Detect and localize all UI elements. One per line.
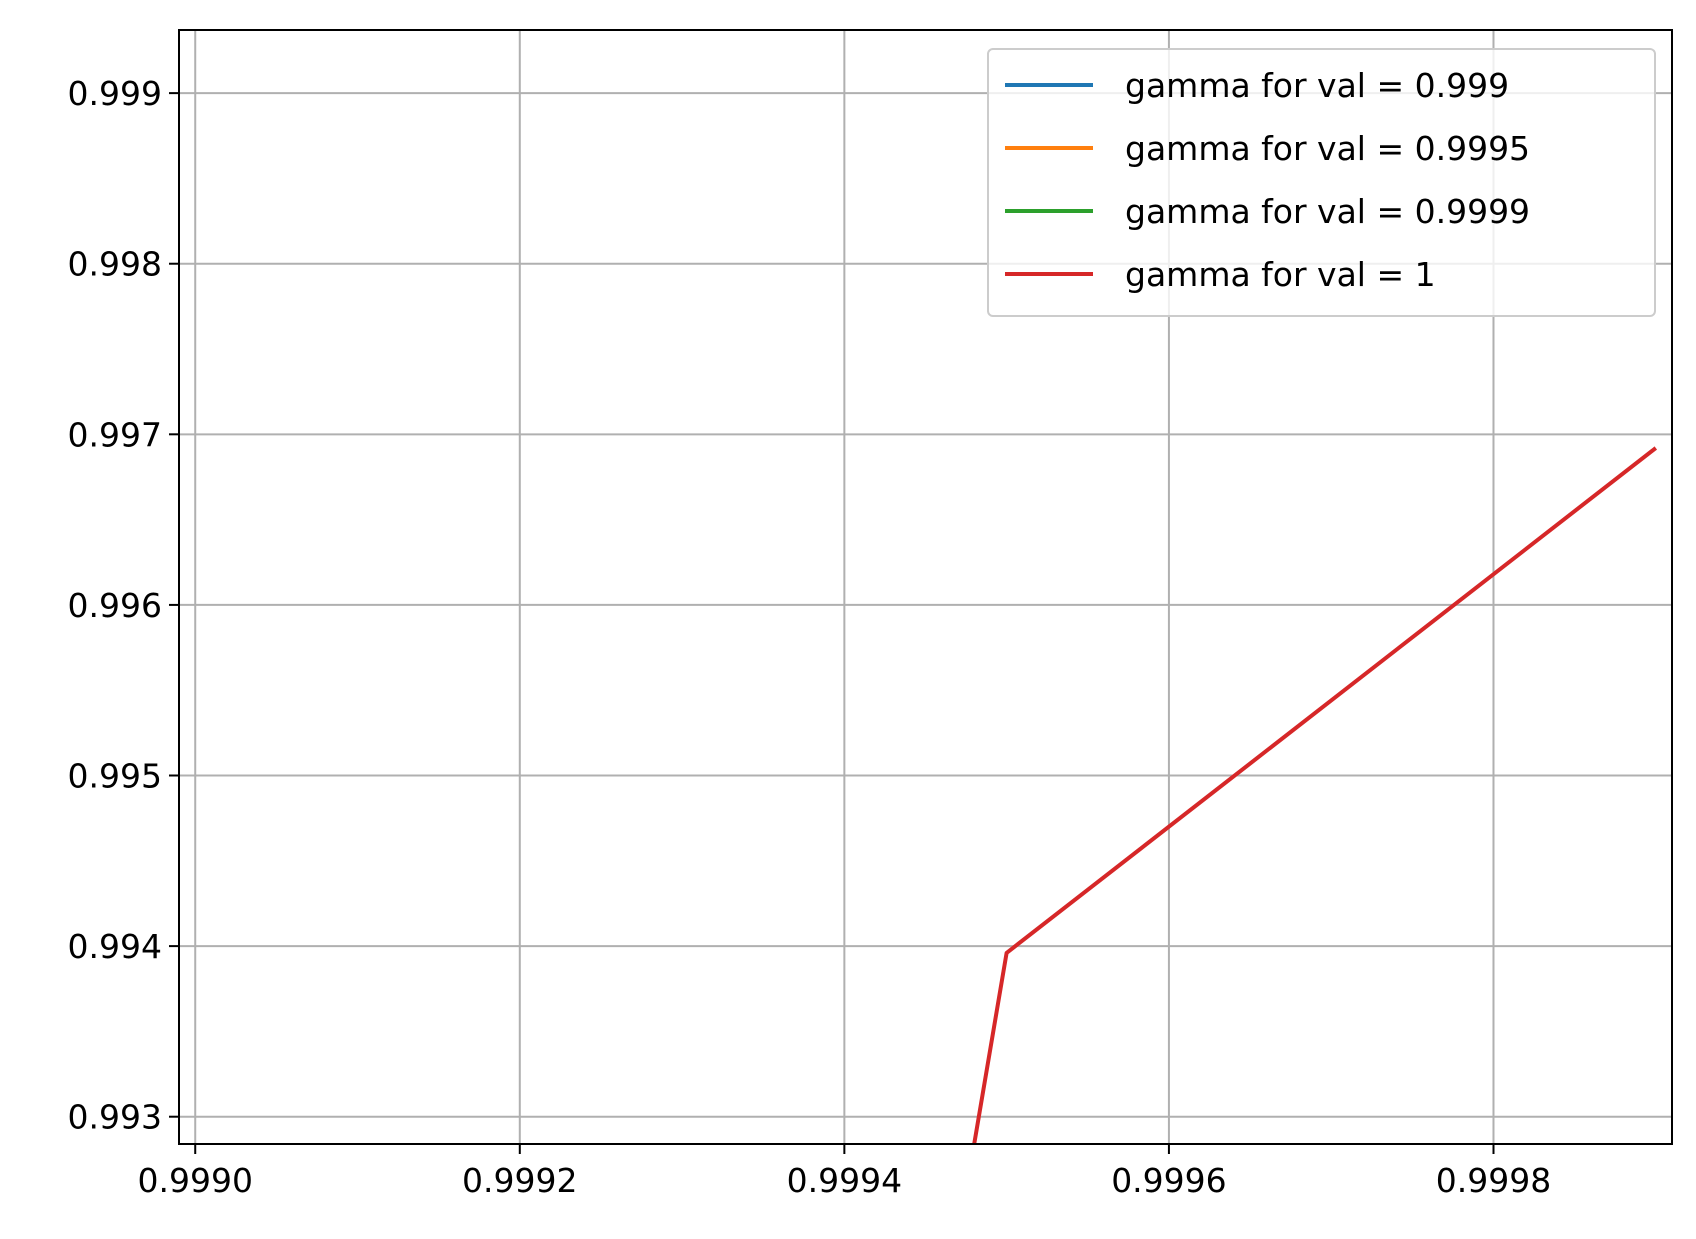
series-line <box>972 446 1658 1144</box>
legend-entry: gamma for val = 0.9995 <box>1005 129 1530 168</box>
x-tick-label: 0.9994 <box>787 1161 902 1200</box>
y-tick-label: 0.998 <box>68 245 162 284</box>
x-axis: 0.9990 0.9992 0.9994 0.9996 0.9998 <box>137 1144 1551 1200</box>
x-tick-label: 0.9998 <box>1436 1161 1551 1200</box>
y-tick-label: 0.995 <box>68 757 162 796</box>
legend-entry: gamma for val = 0.9999 <box>1005 192 1530 231</box>
legend-frame <box>987 48 1656 317</box>
y-axis: 0.993 0.994 0.995 0.996 0.997 0.998 0.999 <box>68 74 179 1137</box>
plot-area-frame <box>178 29 1673 1145</box>
y-tick-label: 0.996 <box>68 586 162 625</box>
legend-label: gamma for val = 0.999 <box>1125 66 1509 105</box>
y-tick-label: 0.994 <box>68 927 162 966</box>
legend-label: gamma for val = 0.9999 <box>1125 192 1530 231</box>
y-tick-label: 0.997 <box>68 415 162 454</box>
legend-label: gamma for val = 0.9995 <box>1125 129 1530 168</box>
y-tick-label: 0.999 <box>68 74 162 113</box>
y-tick-label: 0.993 <box>68 1098 162 1137</box>
legend-label: gamma for val = 1 <box>1125 255 1436 294</box>
x-tick-label: 0.9992 <box>462 1161 577 1200</box>
legend-entry: gamma for val = 0.999 <box>1005 66 1509 105</box>
x-tick-label: 0.9990 <box>137 1161 252 1200</box>
series-layer <box>972 446 1658 1144</box>
legend: gamma for val = 0.999 gamma for val = 0.9… <box>987 48 1656 317</box>
x-tick-label: 0.9996 <box>1111 1161 1226 1200</box>
y-gridlines <box>179 92 1672 1118</box>
legend-entry: gamma for val = 1 <box>1005 255 1436 294</box>
